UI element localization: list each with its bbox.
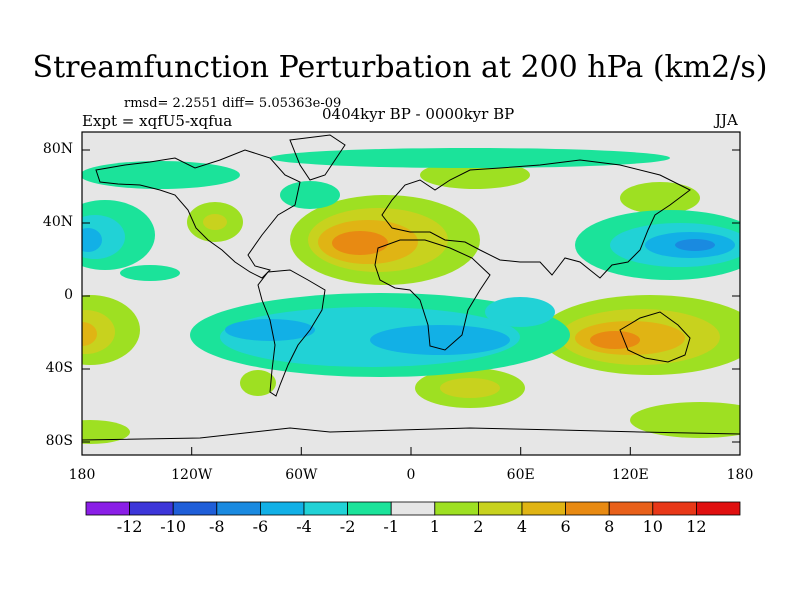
contour-fields — [82, 148, 740, 444]
colorbar-label: -1 — [383, 517, 399, 536]
lon-label-60e: 60E — [506, 467, 535, 483]
colorbar-swatch — [303, 501, 348, 516]
contour-arctic-1 — [82, 161, 240, 189]
colorbar-swatch — [565, 501, 610, 516]
colorbar — [85, 501, 741, 516]
coast-antarctica — [82, 427, 740, 441]
lat-ticks — [82, 149, 740, 443]
contour-n-america-4 — [203, 214, 227, 230]
coastlines — [82, 134, 740, 441]
lat-label-eq: 0 — [64, 287, 73, 303]
contour-sh-band-4b — [225, 319, 315, 341]
coast-australia — [619, 311, 691, 363]
lon-label-0: 0 — [406, 467, 416, 483]
contour-s-indian-2 — [630, 402, 740, 438]
contour-w-pacific-6 — [82, 322, 97, 346]
colorbar-swatch — [608, 501, 654, 516]
colorbar-swatch — [129, 501, 174, 516]
colorbar-swatch — [477, 501, 523, 516]
lon-label-180w: 180 — [68, 467, 96, 483]
colorbar-swatch — [434, 501, 479, 516]
lat-label-40n: 40N — [42, 214, 73, 230]
coast-south-america — [257, 269, 326, 397]
colorbar-label: 4 — [516, 517, 528, 536]
coast-north-america — [95, 149, 301, 279]
lon-label-120e: 120E — [611, 467, 649, 483]
contour-atlantic-1 — [280, 181, 340, 209]
coast-greenland — [289, 134, 346, 181]
contour-arctic-2 — [270, 148, 670, 168]
contour-asia-6 — [675, 239, 715, 251]
colorbar-label: -8 — [209, 517, 225, 536]
colorbar-swatch — [521, 501, 566, 516]
colorbar-swatch — [216, 501, 261, 516]
colorbar-label: 6 — [560, 517, 571, 536]
season-label: JJA — [715, 111, 738, 129]
lat-label-40s: 40S — [45, 360, 73, 376]
colorbar-label: 1 — [429, 517, 440, 536]
colorbar-label: -4 — [296, 517, 312, 536]
colorbar-label: 12 — [686, 517, 707, 536]
colorbar-swatch — [347, 501, 392, 516]
colorbar-label: 2 — [473, 517, 484, 536]
colorbar-swatch — [259, 501, 305, 516]
lat-label-80n: 80N — [42, 141, 73, 157]
colorbar-label: -6 — [252, 517, 269, 536]
lon-label-60w: 60W — [285, 467, 318, 483]
lat-label-80s: 80S — [45, 433, 73, 449]
contour-s-africa-1 — [485, 297, 555, 327]
lon-ticks — [81, 447, 741, 455]
plot-title: Streamfunction Perturbation at 200 hPa (… — [32, 50, 768, 85]
colorbar-label: 10 — [642, 517, 663, 536]
coast-africa — [374, 239, 491, 351]
colorbar-label: 8 — [604, 517, 615, 536]
contour-e-pacific-1 — [120, 265, 180, 281]
colorbar-label: -12 — [116, 517, 143, 536]
colorbar-label: -2 — [339, 517, 356, 536]
contour-sh-band-4 — [370, 325, 510, 355]
contour-ne-pacific-4 — [82, 228, 102, 252]
contour-australia-8 — [590, 331, 640, 349]
positive-contours — [82, 161, 740, 444]
colorbar-swatch — [172, 501, 218, 516]
stats-line: rmsd= 2.2551 diff= 5.05363e-09 — [124, 96, 342, 111]
colorbar-swatch — [85, 501, 130, 516]
experiment-label: Expt = xqfU5-xqfua — [82, 112, 233, 130]
lon-label-120w: 120W — [171, 467, 213, 483]
contour-s-america-tip-2 — [240, 370, 276, 396]
period-label: 0404kyr BP - 0000kyr BP — [322, 105, 515, 123]
colorbar-label: -10 — [160, 517, 187, 536]
contour-n-africa-8 — [332, 231, 388, 255]
coast-europe-asia — [381, 159, 691, 279]
contour-s-pacific-2 — [82, 420, 130, 444]
colorbar-swatch — [390, 501, 436, 516]
colorbar-swatch — [696, 501, 741, 516]
contour-s-atlantic-4 — [440, 378, 500, 398]
colorbar-swatch — [652, 501, 697, 516]
lon-label-180e: 180 — [726, 467, 754, 483]
contour-ne-asia-2 — [620, 182, 700, 214]
